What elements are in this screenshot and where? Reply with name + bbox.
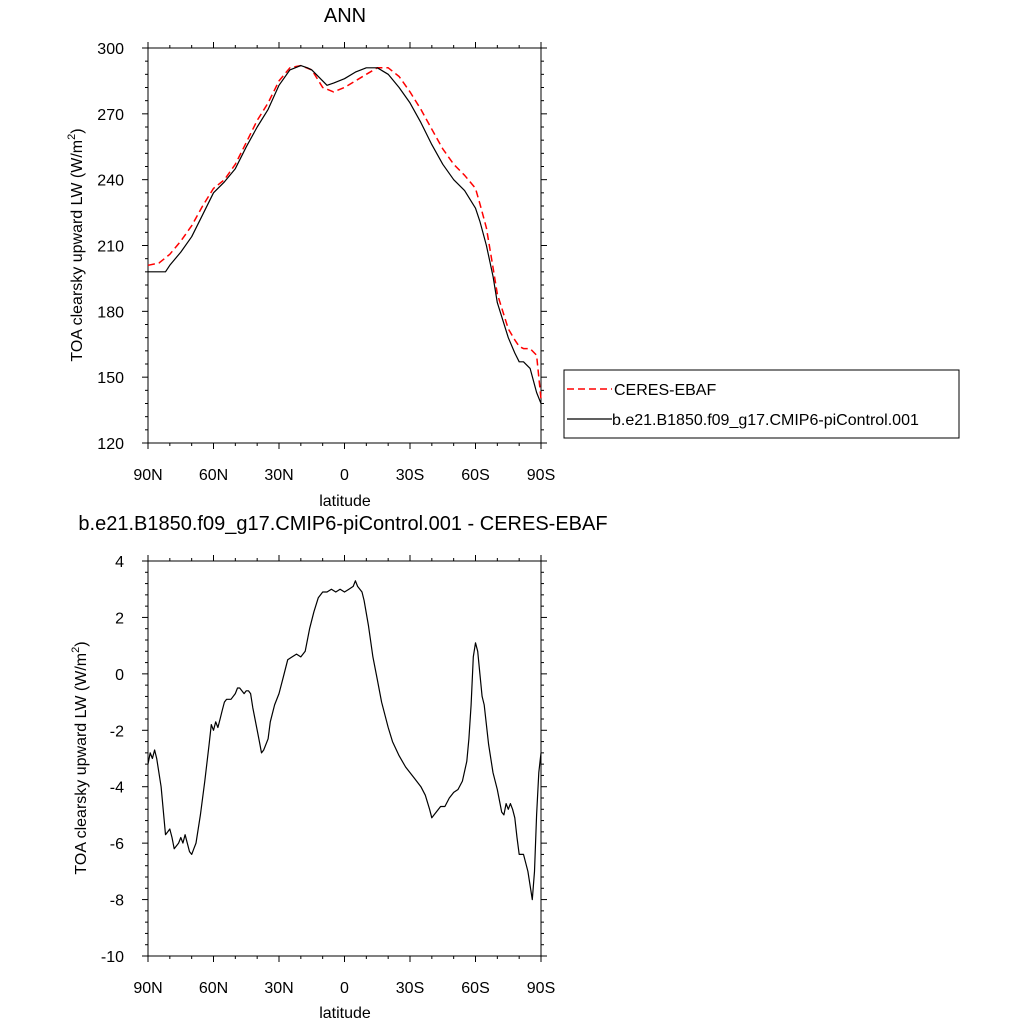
top-y-tick-label: 120 xyxy=(97,436,124,453)
top-y-tick-label: 210 xyxy=(97,239,124,256)
bottom-x-tick-label: 0 xyxy=(340,980,349,997)
bottom-x-tick-label: 90N xyxy=(133,980,162,997)
top-y-tick-label: 180 xyxy=(97,304,124,321)
top-series-line-1 xyxy=(148,64,542,404)
top-panel-title: ANN xyxy=(324,5,366,27)
bottom-x-tick-label: 90S xyxy=(527,980,555,997)
top-x-tick-label: 30N xyxy=(264,467,293,484)
top-y-tick-label: 150 xyxy=(97,370,124,387)
top-x-tick-label: 0 xyxy=(340,467,349,484)
top-x-tick-label: 30S xyxy=(396,467,424,484)
top-x-tick-label: 90S xyxy=(527,467,555,484)
top-y-tick-label: 300 xyxy=(97,41,124,58)
bottom-panel-title: b.e21.B1850.f09_g17.CMIP6-piControl.001 … xyxy=(78,513,607,535)
bottom-series-line-0 xyxy=(147,580,542,901)
bottom-plot-area: -10 -8 -6 -4 -2 0 2 4 90N 60N 30N 0 30S 60S 90S xyxy=(101,554,555,997)
top-plot-frame xyxy=(147,47,542,444)
bottom-y-axis-label-main: TOA clearsky upward LW (W/m xyxy=(73,653,90,875)
top-panel: ANN 120 150 180 210 240 270 300 90N 60N 30N 0 30S 60… xyxy=(66,5,555,510)
top-plot-area: 120 150 180 210 240 270 300 90N 60N 30N 0 30S 60S 90S xyxy=(97,41,555,484)
legend-label-ceres: CERES-EBAF xyxy=(614,382,716,399)
legend-box xyxy=(563,369,960,439)
legend: CERES-EBAF b.e21.B1850.f09_g17.CMIP6-piC… xyxy=(563,369,960,439)
bottom-x-tick-label: 60N xyxy=(199,980,228,997)
top-y-axis-label: TOA clearsky upward LW (W/m2) xyxy=(66,128,86,361)
top-x-tick-label: 60S xyxy=(461,467,489,484)
bottom-y-axis-label-sup: 2 xyxy=(70,647,82,653)
top-y-axis-label-close: ) xyxy=(69,128,86,133)
bottom-y-tick-label: -4 xyxy=(110,780,124,797)
bottom-y-tick-label: -8 xyxy=(110,893,124,910)
top-x-tick-label: 90N xyxy=(133,467,162,484)
bottom-x-tick-label: 30N xyxy=(264,980,293,997)
bottom-y-tick-label: -2 xyxy=(110,723,124,740)
bottom-x-tick-label: 30S xyxy=(396,980,424,997)
bottom-y-tick-label: 4 xyxy=(115,554,124,571)
bottom-x-axis-label: latitude xyxy=(319,1005,371,1022)
top-y-tick-label: 270 xyxy=(97,107,124,124)
bottom-y-tick-label: -10 xyxy=(101,949,124,966)
bottom-y-tick-label: -6 xyxy=(110,836,124,853)
bottom-x-tick-label: 60S xyxy=(461,980,489,997)
bottom-panel: b.e21.B1850.f09_g17.CMIP6-piControl.001 … xyxy=(70,513,608,1022)
bottom-y-axis-label-close: ) xyxy=(73,641,90,646)
bottom-y-tick-label: 2 xyxy=(115,610,124,627)
bottom-y-axis-label: TOA clearsky upward LW (W/m2) xyxy=(70,641,90,874)
legend-label-model: b.e21.B1850.f09_g17.CMIP6-piControl.001 xyxy=(612,412,919,429)
top-x-axis-label: latitude xyxy=(319,493,371,510)
top-series-line-0 xyxy=(147,64,542,400)
top-y-tick-label: 240 xyxy=(97,173,124,190)
top-y-axis-label-sup: 2 xyxy=(66,134,78,140)
bottom-y-tick-label: 0 xyxy=(115,667,124,684)
top-y-axis-label-main: TOA clearsky upward LW (W/m xyxy=(69,140,86,362)
top-x-tick-label: 60N xyxy=(199,467,228,484)
